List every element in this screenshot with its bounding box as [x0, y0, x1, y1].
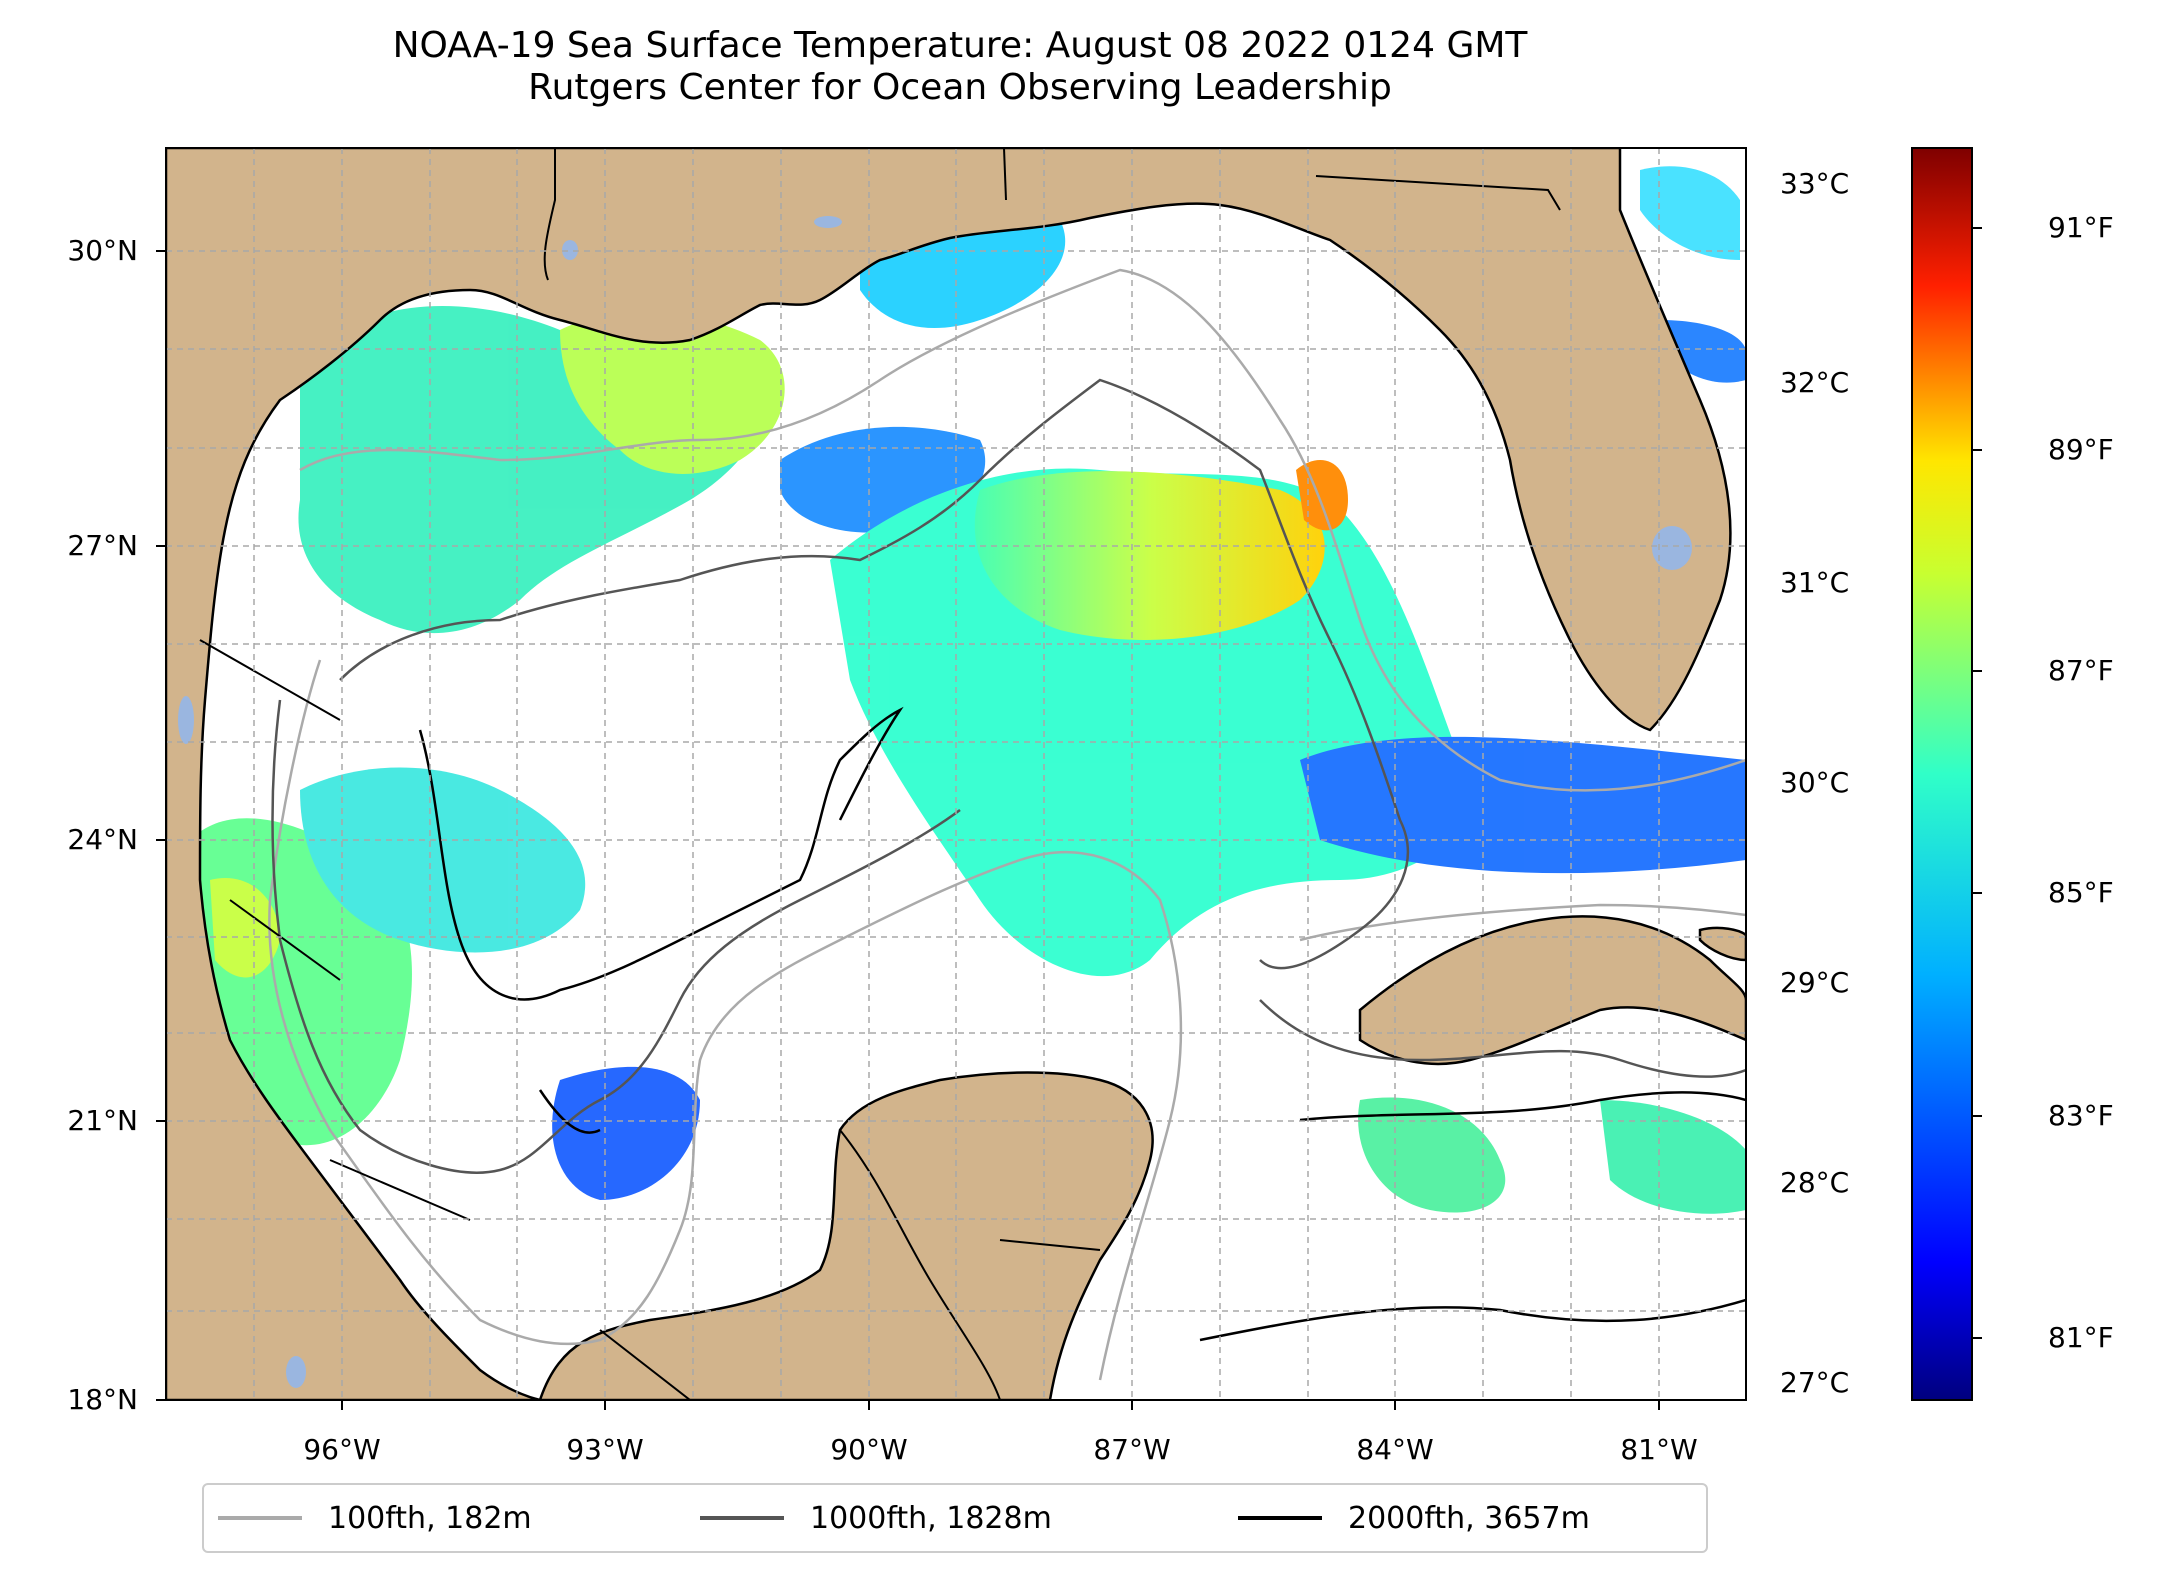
- lat-label-21: 21°N: [67, 1104, 138, 1137]
- colorbar-ticks: [1972, 227, 1982, 1339]
- sst-patch-hot-spot: [1296, 460, 1348, 531]
- sst-patch-east-gulf: [830, 468, 1468, 977]
- lake-gulf-west: [178, 696, 194, 744]
- cb-label-f-87: 87°F: [2048, 654, 2114, 687]
- cb-label-c-31: 31°C: [1780, 566, 1850, 599]
- sst-patch-atlantic-ne: [1640, 166, 1740, 260]
- legend-item-100fth: 100fth, 182m: [218, 1485, 532, 1551]
- sst-patch-warm-core: [974, 471, 1325, 640]
- legend-line-1000fth: [700, 1516, 784, 1520]
- legend-label-100fth: 100fth, 182m: [328, 1500, 532, 1536]
- legend-line-2000fth: [1238, 1516, 1322, 1520]
- cb-label-c-32: 32°C: [1780, 366, 1850, 399]
- lon-label-87: 87°W: [1093, 1433, 1171, 1466]
- lat-label-27: 27°N: [67, 529, 138, 562]
- cb-label-f-81: 81°F: [2048, 1321, 2114, 1354]
- political-borders: [199, 148, 1561, 1400]
- lake-pontchartrain: [814, 216, 842, 228]
- land-cuba-east: [1698, 926, 1746, 962]
- cb-label-c-33: 33°C: [1780, 167, 1850, 200]
- lakes: [178, 216, 1692, 1388]
- legend-line-100fth: [218, 1516, 302, 1520]
- lake-mexico: [286, 1356, 306, 1388]
- colorbar: [1911, 147, 1973, 1401]
- cb-label-f-91: 91°F: [2048, 211, 2114, 244]
- lake-texas: [562, 240, 578, 260]
- axis-ticks: [156, 250, 1660, 1410]
- chart-subtitle: Rutgers Center for Ocean Observing Leade…: [528, 67, 1392, 108]
- lat-label-30: 30°N: [67, 234, 138, 267]
- border-florida-georgia: [1315, 175, 1561, 211]
- sst-patch-south-blue: [552, 1066, 700, 1200]
- map-area: [166, 148, 1746, 1400]
- sst-patch-louisiana: [560, 311, 785, 474]
- land-cuba: [1358, 915, 1746, 1066]
- lat-label-18: 18°N: [67, 1383, 138, 1416]
- border-mexico-states: [199, 639, 691, 1400]
- map-frame: [165, 147, 1747, 1401]
- cb-label-f-85: 85°F: [2048, 876, 2114, 909]
- cb-label-c-30: 30°C: [1780, 766, 1850, 799]
- lon-label-90: 90°W: [830, 1433, 908, 1466]
- lon-label-93: 93°W: [566, 1433, 644, 1466]
- sst-patch-florida-straits: [1300, 736, 1746, 874]
- border-yucatan: [839, 1129, 1101, 1400]
- legend-label-2000fth: 2000fth, 3657m: [1348, 1500, 1590, 1536]
- legend-item-2000fth: 2000fth, 3657m: [1238, 1485, 1590, 1551]
- lon-label-84: 84°W: [1356, 1433, 1434, 1466]
- border-texas-louisiana: [543, 148, 556, 281]
- legend-item-1000fth: 1000fth, 1828m: [700, 1485, 1052, 1551]
- lake-okeechobee: [1652, 526, 1692, 570]
- lat-label-24: 24°N: [67, 823, 138, 856]
- chart-title: NOAA-19 Sea Surface Temperature: August …: [392, 25, 1528, 66]
- cb-label-c-29: 29°C: [1780, 966, 1850, 999]
- sst-patch-caribbean-east: [1600, 1100, 1746, 1214]
- cb-label-f-83: 83°F: [2048, 1099, 2114, 1132]
- contour-1000fth: [271, 378, 1746, 1174]
- legend-label-1000fth: 1000fth, 1828m: [810, 1500, 1052, 1536]
- legend: 100fth, 182m 1000fth, 1828m 2000fth, 365…: [202, 1483, 1708, 1553]
- cb-label-c-27: 27°C: [1780, 1366, 1850, 1399]
- cb-label-f-89: 89°F: [2048, 433, 2114, 466]
- border-mississippi-alabama: [1003, 148, 1007, 201]
- sst-patch-campeche-warm: [210, 878, 280, 978]
- lon-label-81: 81°W: [1620, 1433, 1698, 1466]
- bathymetry-contours: [268, 268, 1746, 1381]
- contour-2000fth: [418, 706, 1746, 1342]
- land-us-mexico: [166, 148, 1732, 1400]
- lon-label-96: 96°W: [303, 1433, 381, 1466]
- cb-label-c-28: 28°C: [1780, 1166, 1850, 1199]
